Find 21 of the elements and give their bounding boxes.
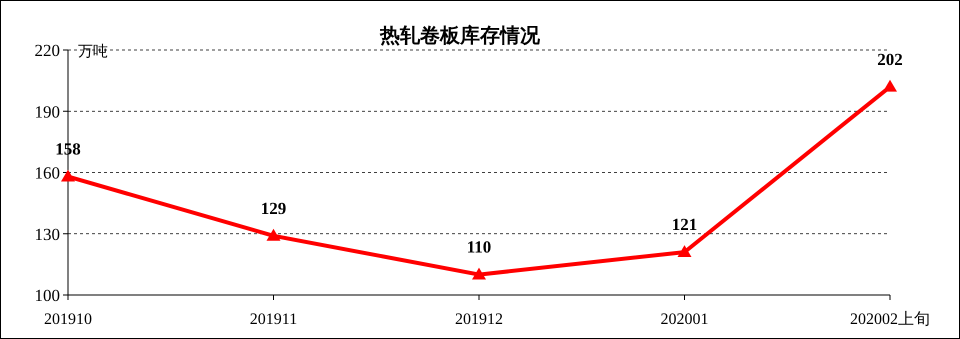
point [266,228,280,241]
x-tick-label: 201910 [44,311,92,328]
data-label: 121 [672,215,698,234]
point [61,170,75,182]
y-axis-title: 万吨 [78,42,108,60]
x-tick-label: 201912 [455,311,503,328]
y-tick-label: 190 [34,102,60,122]
x-tick-label: 201911 [250,311,298,328]
y-tick-label: 130 [34,224,60,244]
x-tick-label: 202002上旬 [850,310,930,328]
chart-title: 热轧卷板库存情况 [379,23,541,47]
data-label: 129 [260,198,286,218]
y-tick-label: 220 [34,41,60,60]
point [883,80,897,92]
x-tick-label: 202001 [660,311,708,328]
data-label: 110 [466,238,492,257]
data-label: 202 [877,50,903,69]
point [472,268,486,280]
point [678,245,692,258]
y-tick-label: 160 [34,164,60,182]
y-tick-label: 100 [34,286,60,305]
